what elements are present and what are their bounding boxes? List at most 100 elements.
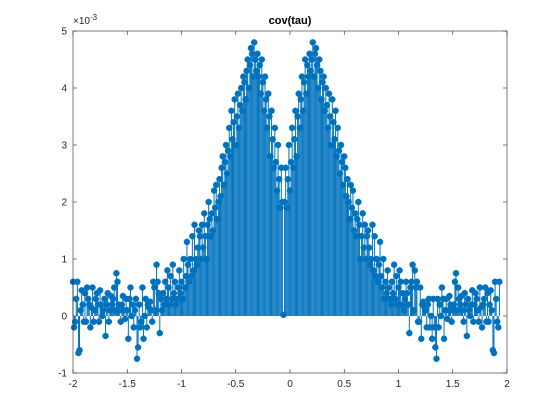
stem-marker bbox=[300, 79, 308, 86]
stem-marker bbox=[495, 324, 502, 331]
stem-marker bbox=[460, 318, 467, 325]
stem-marker bbox=[452, 270, 460, 277]
stem-marker bbox=[113, 270, 120, 277]
stem-marker bbox=[406, 329, 413, 337]
stem-marker bbox=[103, 301, 110, 308]
stem-marker bbox=[180, 255, 187, 263]
stem-marker bbox=[228, 107, 235, 115]
stem-marker bbox=[271, 124, 279, 132]
stem-marker bbox=[131, 307, 139, 314]
stem-marker bbox=[225, 124, 233, 132]
stem-marker bbox=[408, 278, 415, 286]
stem-marker bbox=[309, 39, 317, 46]
stem-marker bbox=[114, 278, 121, 286]
stem-marker bbox=[364, 227, 372, 234]
y-exponent-power: -3 bbox=[90, 13, 98, 22]
stem-marker bbox=[222, 141, 230, 149]
stem-marker bbox=[373, 255, 381, 263]
stem-marker bbox=[285, 141, 293, 149]
stem-marker bbox=[101, 295, 108, 303]
stem-marker bbox=[403, 289, 411, 297]
stem-marker bbox=[369, 221, 376, 229]
stem-marker bbox=[250, 39, 258, 46]
y-tick-label: 3 bbox=[61, 141, 67, 152]
x-tick-label: -1.5 bbox=[119, 379, 137, 390]
stem-marker bbox=[476, 284, 484, 291]
stem-marker bbox=[358, 232, 365, 240]
stem-marker bbox=[397, 278, 404, 286]
stem-marker bbox=[329, 96, 336, 103]
stem-marker bbox=[138, 318, 145, 325]
stem-marker bbox=[224, 147, 232, 154]
stem-marker bbox=[82, 318, 90, 325]
stem-marker bbox=[288, 124, 296, 132]
stem-marker bbox=[368, 255, 375, 263]
stem-marker bbox=[174, 284, 182, 291]
stem-marker bbox=[448, 318, 455, 325]
stem-marker bbox=[132, 295, 140, 303]
stem-marker bbox=[382, 278, 389, 286]
stem-marker bbox=[261, 73, 269, 80]
stem-marker bbox=[146, 298, 154, 305]
stem-marker bbox=[375, 261, 383, 268]
stem-marker bbox=[218, 164, 225, 172]
stem-marker bbox=[90, 318, 97, 325]
stem-marker bbox=[169, 261, 177, 268]
stem-series bbox=[69, 39, 503, 362]
stem-marker bbox=[457, 301, 464, 308]
stem-marker bbox=[337, 141, 345, 149]
stem-marker bbox=[81, 289, 89, 297]
stem-marker bbox=[330, 118, 337, 126]
stem-marker bbox=[297, 96, 305, 103]
stem-marker bbox=[134, 344, 142, 351]
stem-marker bbox=[205, 198, 212, 206]
stem-marker bbox=[284, 175, 292, 183]
stem-marker bbox=[140, 335, 147, 343]
stem-marker bbox=[371, 232, 378, 240]
y-exponent-label: ×10-3 bbox=[73, 13, 98, 27]
stem-marker bbox=[272, 158, 280, 166]
stem-marker bbox=[292, 107, 299, 115]
stem-marker bbox=[446, 292, 453, 300]
x-tick-label: 1 bbox=[396, 379, 402, 390]
stem-marker bbox=[137, 324, 144, 331]
stem-marker bbox=[345, 198, 352, 206]
stem-marker bbox=[159, 289, 167, 297]
stem-marker bbox=[356, 221, 363, 229]
stem-marker bbox=[393, 272, 400, 280]
stem-marker bbox=[332, 107, 339, 115]
x-tick-label: -2 bbox=[69, 379, 78, 390]
stem-marker bbox=[295, 90, 302, 97]
stem-marker bbox=[130, 324, 138, 331]
stem-marker bbox=[165, 284, 172, 291]
stem-marker bbox=[76, 346, 83, 354]
stem-marker bbox=[434, 295, 441, 303]
stem-marker bbox=[355, 198, 362, 206]
stem-marker bbox=[326, 113, 334, 120]
stem-marker bbox=[391, 295, 399, 303]
stem-marker bbox=[322, 84, 330, 92]
x-tick-label: 0.5 bbox=[337, 379, 351, 390]
stem-marker bbox=[402, 278, 410, 286]
x-tick-label: 0 bbox=[287, 379, 293, 390]
stem-marker bbox=[79, 301, 87, 308]
stem-marker bbox=[485, 318, 492, 325]
stem-marker bbox=[365, 244, 373, 251]
stem-marker bbox=[338, 158, 346, 166]
stem-marker bbox=[351, 210, 359, 217]
stem-marker bbox=[156, 329, 164, 337]
stem-marker bbox=[97, 301, 105, 308]
stem-marker bbox=[396, 267, 403, 274]
stem-marker bbox=[463, 332, 471, 340]
stem-marker bbox=[334, 124, 341, 132]
stem-marker bbox=[428, 335, 436, 343]
stem-marker bbox=[306, 50, 313, 58]
stem-marker bbox=[139, 284, 146, 291]
stem-marker bbox=[298, 73, 306, 80]
stem-marker bbox=[274, 141, 282, 149]
x-tick-label: -0.5 bbox=[227, 379, 245, 390]
y-exponent-base: ×10 bbox=[73, 16, 90, 27]
stem-marker bbox=[409, 261, 416, 268]
stem-marker bbox=[240, 73, 247, 80]
stem-marker bbox=[184, 261, 192, 268]
